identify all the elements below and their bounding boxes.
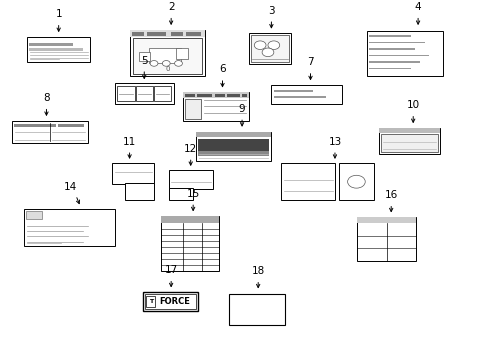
Text: 4: 4 (414, 2, 421, 12)
Text: 8: 8 (43, 93, 50, 103)
Bar (249, 33, 290, 64)
Circle shape (347, 175, 365, 188)
Bar (368, 42, 424, 44)
Bar (135, 86, 153, 101)
Bar (271, 85, 342, 104)
Text: 5: 5 (141, 55, 147, 66)
Circle shape (267, 41, 279, 49)
Text: 1: 1 (55, 9, 62, 19)
Bar (139, 52, 150, 61)
Text: 11: 11 (122, 136, 136, 147)
Bar (14, 124, 56, 127)
Bar (368, 61, 419, 63)
Bar (228, 294, 285, 325)
Bar (378, 128, 439, 133)
Text: 18: 18 (251, 266, 264, 276)
Bar (144, 294, 195, 309)
Bar (378, 128, 439, 154)
Text: 10: 10 (406, 100, 419, 110)
Text: 2: 2 (167, 2, 174, 12)
Bar (273, 90, 312, 91)
Bar (161, 216, 219, 222)
Text: 13: 13 (327, 136, 341, 147)
Bar (273, 96, 325, 98)
Bar (185, 99, 201, 119)
Bar (168, 171, 212, 189)
Bar (368, 35, 410, 37)
Bar (132, 38, 202, 74)
Bar (338, 163, 373, 200)
Bar (242, 94, 246, 96)
Bar (26, 211, 42, 219)
Bar (185, 32, 201, 36)
Text: T: T (148, 299, 152, 304)
Text: 12: 12 (183, 144, 197, 154)
Circle shape (174, 60, 182, 66)
Text: 9: 9 (238, 104, 245, 114)
Bar (27, 37, 90, 62)
Bar (129, 30, 205, 37)
Text: 3: 3 (267, 5, 274, 15)
Text: 7: 7 (306, 57, 313, 67)
Bar (154, 86, 171, 101)
Bar (129, 30, 205, 76)
Circle shape (150, 60, 158, 66)
Bar (149, 48, 181, 63)
Bar (368, 48, 415, 50)
Text: 6: 6 (219, 64, 225, 75)
Bar (215, 94, 224, 96)
Bar (356, 217, 415, 261)
Bar (197, 139, 269, 150)
Text: 16: 16 (384, 190, 397, 200)
Text: 15: 15 (186, 189, 200, 199)
Text: 17: 17 (164, 265, 178, 275)
Circle shape (262, 48, 273, 57)
Bar (227, 94, 239, 96)
Bar (29, 48, 82, 51)
Bar (168, 188, 192, 200)
Bar (381, 134, 437, 152)
Bar (197, 94, 211, 96)
Bar (24, 209, 115, 247)
Bar (58, 124, 84, 127)
Bar (281, 163, 334, 200)
Bar (183, 91, 249, 121)
Bar (197, 152, 269, 156)
Bar (125, 183, 154, 200)
Bar (112, 163, 154, 184)
Bar (195, 131, 271, 161)
Bar (117, 86, 134, 101)
Circle shape (254, 41, 265, 49)
Bar (12, 121, 88, 143)
Bar (161, 216, 219, 271)
Bar (29, 44, 73, 46)
Bar (176, 48, 188, 59)
Bar (366, 31, 442, 76)
Bar (142, 292, 197, 311)
Bar (356, 217, 415, 223)
Bar (146, 32, 166, 36)
Bar (183, 91, 249, 98)
Circle shape (162, 60, 170, 66)
Text: 0: 0 (165, 66, 169, 72)
Bar (195, 131, 271, 137)
Bar (251, 35, 288, 62)
Text: 14: 14 (64, 181, 78, 192)
Text: FORCE: FORCE (159, 297, 190, 306)
Bar (171, 32, 183, 36)
Bar (115, 84, 173, 104)
Bar (368, 68, 410, 69)
Bar (185, 94, 195, 96)
Bar (132, 32, 144, 36)
Bar (368, 55, 428, 57)
Bar (146, 296, 155, 307)
